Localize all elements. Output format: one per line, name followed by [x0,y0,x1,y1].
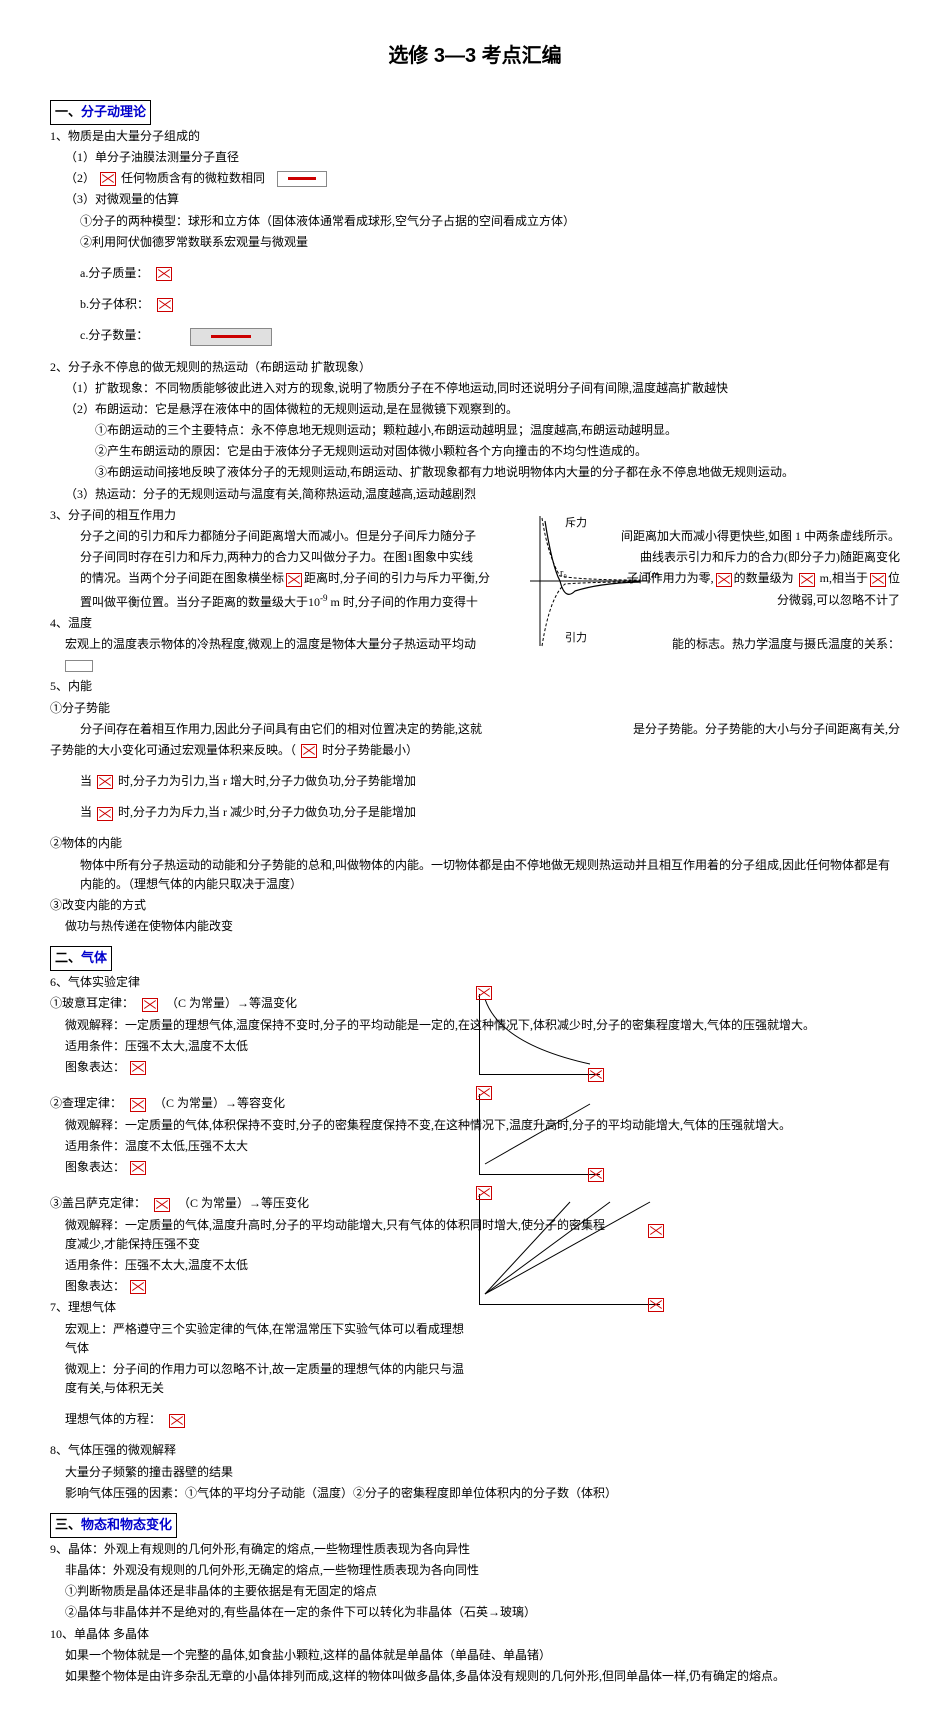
p7-2: 微观上：分子间的作用力可以忽略不计,故一定质量的理想气体的内能只与温度有关,与体… [50,1360,465,1398]
p10: 10、单晶体 多晶体 [50,1625,900,1644]
p7: 7、理想气体 [50,1298,900,1317]
p9-3: ②晶体与非晶体并不是绝对的,有些晶体在一定的条件下可以转化为非晶体（石英→玻璃） [50,1603,900,1622]
p3-3: 的情况。当两个分子间距在图象横坐标距离时,分子间的引力与斥力平衡,分 子间作用力… [50,569,900,588]
p6c2: 适用条件：压强不太大,温度不太低 [50,1256,900,1275]
x-icon [286,573,302,587]
p5: 5、内能 [50,677,900,696]
p2-2c: ③布朗运动间接地反映了液体分子的无规则运动,布朗运动、扩散现象都有力地说明物体内… [50,463,900,482]
p5c: ③改变内能的方式 [50,896,900,915]
mini-bar-icon [65,660,93,672]
x-icon [169,1414,185,1428]
p5-3: 当 时,分子力为引力,当 r 增大时,分子力做负功,分子势能增加 [50,772,900,791]
p1-3b: ②利用阿伏伽德罗常数联系宏观量与微观量 [50,233,900,252]
p6c3: 图象表达： [50,1277,900,1296]
p6b3: 图象表达： [50,1158,900,1177]
x-icon [648,1224,664,1238]
p5b: ②物体的内能 [50,834,900,853]
p3: 3、分子间的相互作用力 [50,506,900,525]
section-2-header: 二、气体 [50,946,112,971]
p6b1: 微观解释：一定质量的气体,体积保持不变时,分子的密集程度保持不变,在这种情况下,… [50,1116,900,1135]
p1-c: c.分子数量： [50,326,900,345]
grey-bar-icon [190,328,272,346]
p5a: ①分子势能 [50,699,900,718]
x-icon [130,1161,146,1175]
x-icon [588,1068,604,1082]
chart-1 [479,994,600,1075]
p6a3: 图象表达： [50,1058,900,1077]
x-icon [648,1298,664,1312]
p6a1: 微观解释：一定质量的理想气体,温度保持不变时,分子的平均动能是一定的,在这种情况… [50,1016,900,1035]
section-3-header: 三、物态和物态变化 [50,1513,177,1538]
x-icon [130,1280,146,1294]
p6: 6、气体实验定律 [50,973,900,992]
p4: 4、温度 [50,614,900,633]
p9-1: 非晶体：外观没有规则的几何外形,无确定的熔点,一些物理性质表现为各向同性 [50,1561,900,1580]
x-icon [716,573,732,587]
p2-2a: ①布朗运动的三个主要特点：永不停息地无规则运动；颗粒越小,布朗运动越明显；温度越… [50,421,900,440]
x-icon [97,807,113,821]
p7-1: 宏观上：严格遵守三个实验定律的气体,在常温常压下实验气体可以看成理想气体 [50,1320,465,1358]
p1-3: （3）对微观量的估算 [50,190,900,209]
p5-1: 分子间存在着相互作用力,因此分子间具有由它们的相对位置决定的势能,这就 是分子势… [50,720,900,739]
p3-2: 分子间同时存在引力和斥力,两种力的合力又叫做分子力。在图1图象中实线 曲线表示引… [50,548,900,567]
x-icon [97,775,113,789]
p8-2: 影响气体压强的因素：①气体的平均分子动能（温度）②分子的密集程度即单位体积内的分… [50,1484,900,1503]
svg-text:斥力: 斥力 [565,516,587,529]
p8: 8、气体压强的微观解释 [50,1441,900,1460]
p6b2: 适用条件：温度不太低,压强不太大 [50,1137,900,1156]
p10-2: 如果整个物体是由许多杂乱无章的小晶体排列而成,这样的物体叫做多晶体,多晶体没有规… [50,1667,900,1686]
x-icon [301,744,317,758]
p5-6: 做功与热传递在使物体内能改变 [50,917,900,936]
p5-2: 子势能的大小变化可通过宏观量体积来反映。（ 时分子势能最小） [50,741,900,760]
p7-3: 理想气体的方程： [50,1410,900,1429]
p9: 9、晶体：外观上有规则的几何外形,有确定的熔点,一些物理性质表现为各向异性 [50,1540,900,1559]
svg-text:引力: 引力 [565,630,587,644]
p6b: ②查理定律： （C 为常量）→等容变化 [50,1094,900,1113]
p4-1: 宏观上的温度表示物体的冷热程度,微观上的温度是物体大量分子热运动平均动 能的标志… [50,635,900,654]
x-icon [588,1168,604,1182]
p1-3a: ①分子的两种模型：球形和立方体（固体液体通常看成球形,空气分子占据的空间看成立方… [50,212,900,231]
x-icon [799,573,815,587]
page-title: 选修 3—3 考点汇编 [50,40,900,72]
x-icon [476,1086,492,1100]
p6a2: 适用条件：压强不太大,温度不太低 [50,1037,900,1056]
p5-5: 物体中所有分子热运动的动能和分子势能的总和,叫做物体的内能。一切物体都是由不停地… [50,856,900,894]
p2-1: （1）扩散现象：不同物质能够彼此进入对方的现象,说明了物质分子在不停地运动,同时… [50,379,900,398]
p2-3: （3）热运动：分子的无规则运动与温度有关,简称热运动,温度越高,运动越剧烈 [50,485,900,504]
x-icon [100,172,116,186]
p1-1: （1）单分子油膜法测量分子直径 [50,148,900,167]
chart-2 [479,1094,600,1175]
p8-1: 大量分子频繁的撞击器壁的结果 [50,1463,900,1482]
x-icon [142,998,158,1012]
x-icon [156,267,172,281]
p1-a: a.分子质量： [50,264,900,283]
p1-2: （2） 任何物质含有的微粒数相同 [50,169,900,188]
x-icon [130,1061,146,1075]
x-icon [154,1198,170,1212]
p3-1: 分子之间的引力和斥力都随分子间距离增大而减小。但是分子间斥力随分子 间距离加大而… [50,527,900,546]
chart-3 [479,1194,660,1305]
x-icon [157,298,173,312]
section-1-header: 一、分子动理论 [50,100,151,125]
p2-2: （2）布朗运动：它是悬浮在液体中的固体微粒的无规则运动,是在显微镜下观察到的。 [50,400,900,419]
p6a: ①玻意耳定律： （C 为常量）→等温变化 [50,994,900,1013]
p5-4: 当 时,分子力为斥力,当 r 减少时,分子力做负功,分子是能增加 [50,803,900,822]
p1: 1、物质是由大量分子组成的 [50,127,900,146]
x-icon [476,986,492,1000]
x-icon [870,573,886,587]
x-icon [130,1098,146,1112]
p10-1: 如果一个物体就是一个完整的晶体,如食盐小颗粒,这样的晶体就是单晶体（单晶硅、单晶… [50,1646,900,1665]
p2: 2、分子永不停息的做无规则的热运动（布朗运动 扩散现象） [50,358,900,377]
p3-4: 置叫做平衡位置。当分子距离的数量级大于10-9 m 时,分子间的作用力变得十 分… [50,591,900,612]
p9-2: ①判断物质是晶体还是非晶体的主要依据是有无固定的熔点 [50,1582,900,1601]
p1-b: b.分子体积： [50,295,900,314]
p6c: ③盖吕萨克定律： （C 为常量）→等压变化 [50,1194,900,1213]
x-icon [476,1186,492,1200]
p2-2b: ②产生布朗运动的原因：它是由于液体分子无规则运动对固体微小颗粒各个方向撞击的不均… [50,442,900,461]
red-bar-icon [277,171,327,187]
